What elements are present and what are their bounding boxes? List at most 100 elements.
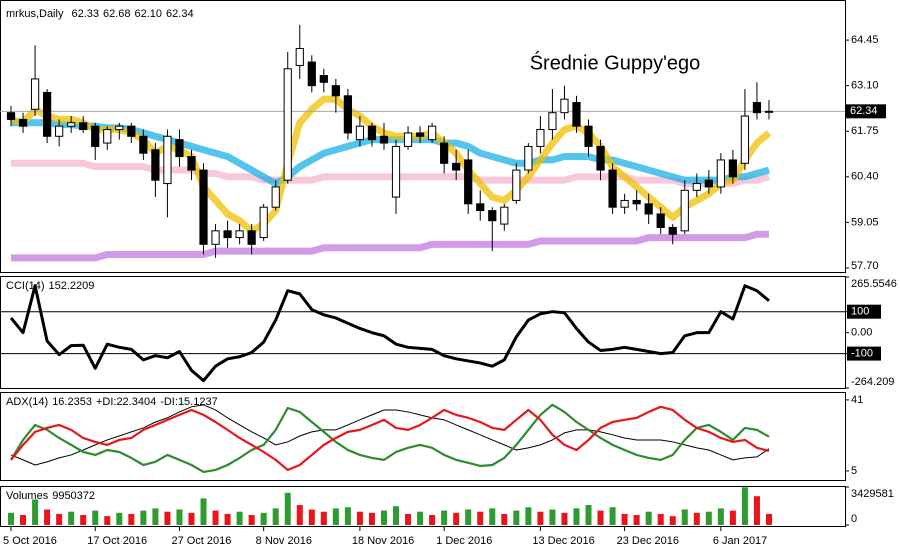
candle-body — [283, 68, 292, 181]
volume-bar — [320, 511, 327, 525]
candle-body — [223, 230, 232, 239]
volume-bar — [188, 512, 195, 525]
candle-body — [163, 135, 172, 185]
panel-header: mrkus,Daily 62.33 62.68 62.10 62.34 — [6, 8, 194, 20]
volume-bar — [453, 512, 460, 525]
moving-average — [11, 119, 770, 188]
moving-average — [11, 230, 769, 262]
panel-header: ADX(14) 16.2353 +DI:22.3404 -DI:15.1237 — [6, 396, 218, 408]
candle-body — [428, 125, 437, 141]
candle-body — [151, 149, 160, 181]
current-price-label: 62.34 — [850, 105, 878, 117]
candle-body — [668, 226, 677, 235]
candle-body — [764, 110, 774, 113]
candle-body — [259, 206, 268, 239]
candle-body — [235, 230, 244, 239]
volume-bar — [693, 512, 700, 525]
y-tick-label: 61.75 — [851, 125, 879, 137]
current-price-box — [846, 104, 886, 119]
candle-body — [476, 203, 485, 212]
y-tick-label: 5 — [851, 465, 857, 477]
volume-bar — [489, 508, 496, 525]
volume-bar — [44, 509, 51, 525]
volume-bar — [717, 508, 724, 525]
volume-bar — [537, 511, 544, 525]
indicator-line — [10, 405, 770, 472]
y-tick-label: 100 — [851, 306, 869, 318]
candle-body — [271, 186, 280, 208]
ohlc-value: 62.10 — [135, 8, 163, 20]
candle-body — [319, 75, 328, 83]
volume-bar — [8, 512, 15, 525]
candle-body — [680, 189, 689, 232]
volume-bar — [344, 507, 351, 525]
volume-bar — [429, 515, 436, 525]
panel-title: ADX(14) — [6, 396, 48, 408]
panel-header: CCI(14) 152.2209 — [6, 280, 94, 292]
volume-bar — [669, 516, 676, 525]
volume-bar — [152, 508, 159, 525]
volume-bar — [573, 508, 580, 525]
volume-bar — [248, 515, 255, 525]
volume-bar — [585, 505, 592, 525]
candle-body — [536, 129, 545, 147]
x-tick-label: 27 Oct 2016 — [171, 535, 231, 547]
candle-body — [391, 145, 401, 198]
y-tick-label: 265.5546 — [851, 278, 897, 290]
volume-bar — [56, 513, 63, 525]
annotation: Średnie Guppy'ego — [530, 50, 701, 74]
candle-body — [403, 132, 413, 147]
series-value: 152.2209 — [49, 280, 95, 292]
panel-title: Volumes — [6, 490, 49, 502]
candle-body — [620, 199, 629, 208]
volume-bar — [380, 510, 387, 525]
candle-body — [67, 122, 76, 127]
candle-body — [211, 230, 220, 245]
volume-bar — [477, 511, 484, 525]
x-tick-label: 18 Nov 2016 — [352, 535, 414, 547]
volume-bar — [765, 513, 772, 525]
candle-body — [572, 102, 581, 127]
volume-bar — [609, 507, 616, 525]
candle-body — [560, 98, 569, 114]
x-tick-label: 5 Oct 2016 — [3, 535, 57, 547]
candle-body — [740, 115, 750, 164]
candle-body — [307, 61, 316, 87]
volume-bar — [224, 513, 231, 525]
volume-bar — [80, 515, 87, 525]
volume-bar — [104, 516, 111, 525]
volume-bar — [164, 511, 171, 525]
series-value: 16.2353 — [52, 396, 92, 408]
volume-bar — [561, 512, 568, 525]
candle-body — [692, 183, 701, 191]
volume-bar — [549, 509, 556, 525]
volume-panel-frame — [0, 486, 846, 527]
volume-bar — [308, 509, 315, 525]
volume-bar — [729, 510, 736, 525]
panel-title: mrkus,Daily — [6, 8, 64, 20]
y-tick-label: 41 — [851, 394, 863, 406]
series-name: +DI: — [96, 396, 116, 408]
candle-body — [331, 85, 340, 97]
volume-bar — [32, 499, 39, 525]
candle-body — [91, 125, 100, 147]
y-tick-label: 64.45 — [851, 34, 879, 46]
indicator-line — [10, 404, 770, 466]
candle-body — [716, 159, 725, 188]
level-label-box — [847, 346, 881, 361]
candle-body — [18, 118, 28, 127]
volume-bar — [525, 507, 532, 525]
volume-bar — [621, 513, 628, 525]
volume-bar — [405, 513, 412, 525]
candle-body — [512, 169, 521, 201]
volume-bar — [417, 511, 424, 525]
candle-body — [127, 125, 136, 137]
series-value: 15.1237 — [178, 396, 218, 408]
volume-bar — [597, 510, 604, 525]
ohlc-value: 62.33 — [71, 8, 99, 20]
moving-average — [10, 95, 772, 235]
candle-body — [752, 102, 762, 114]
candle-body — [6, 112, 16, 120]
volume-bar — [92, 510, 99, 525]
